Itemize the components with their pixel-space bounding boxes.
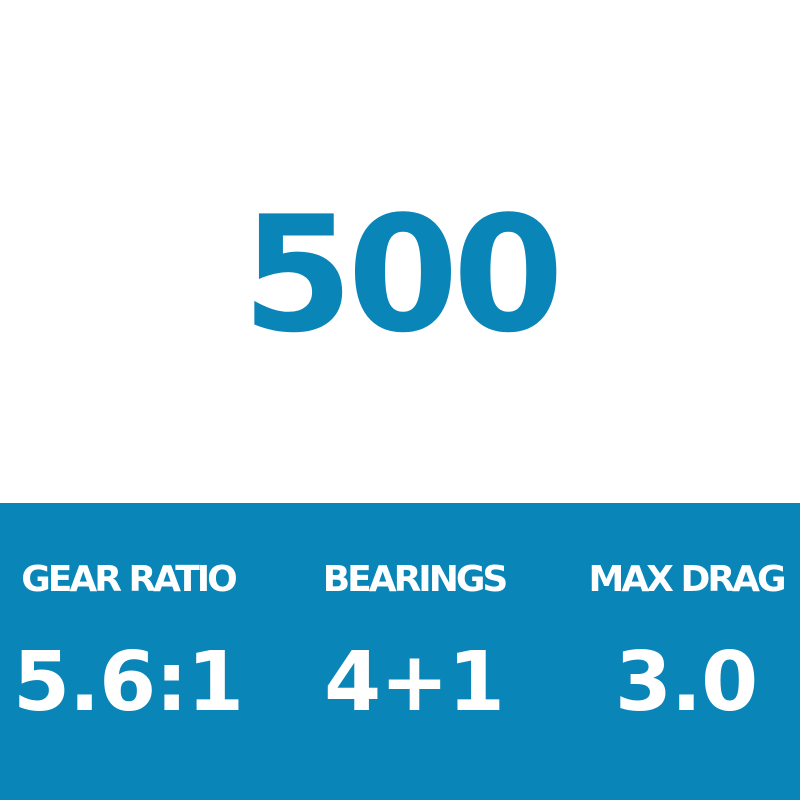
model-number: 500 [242, 181, 564, 368]
spec-band: GEAR RATIO 5.6:1 BEARINGS 4+1 MAX DRAG 3… [0, 503, 800, 800]
spec-value: 3.0 [614, 635, 758, 730]
spec-label: BEARINGS [322, 559, 509, 600]
spec-value: 5.6:1 [12, 635, 244, 730]
spec-label: GEAR RATIO [21, 559, 238, 600]
spec-value: 4+1 [324, 635, 505, 730]
spec-label: MAX DRAG [588, 559, 787, 600]
